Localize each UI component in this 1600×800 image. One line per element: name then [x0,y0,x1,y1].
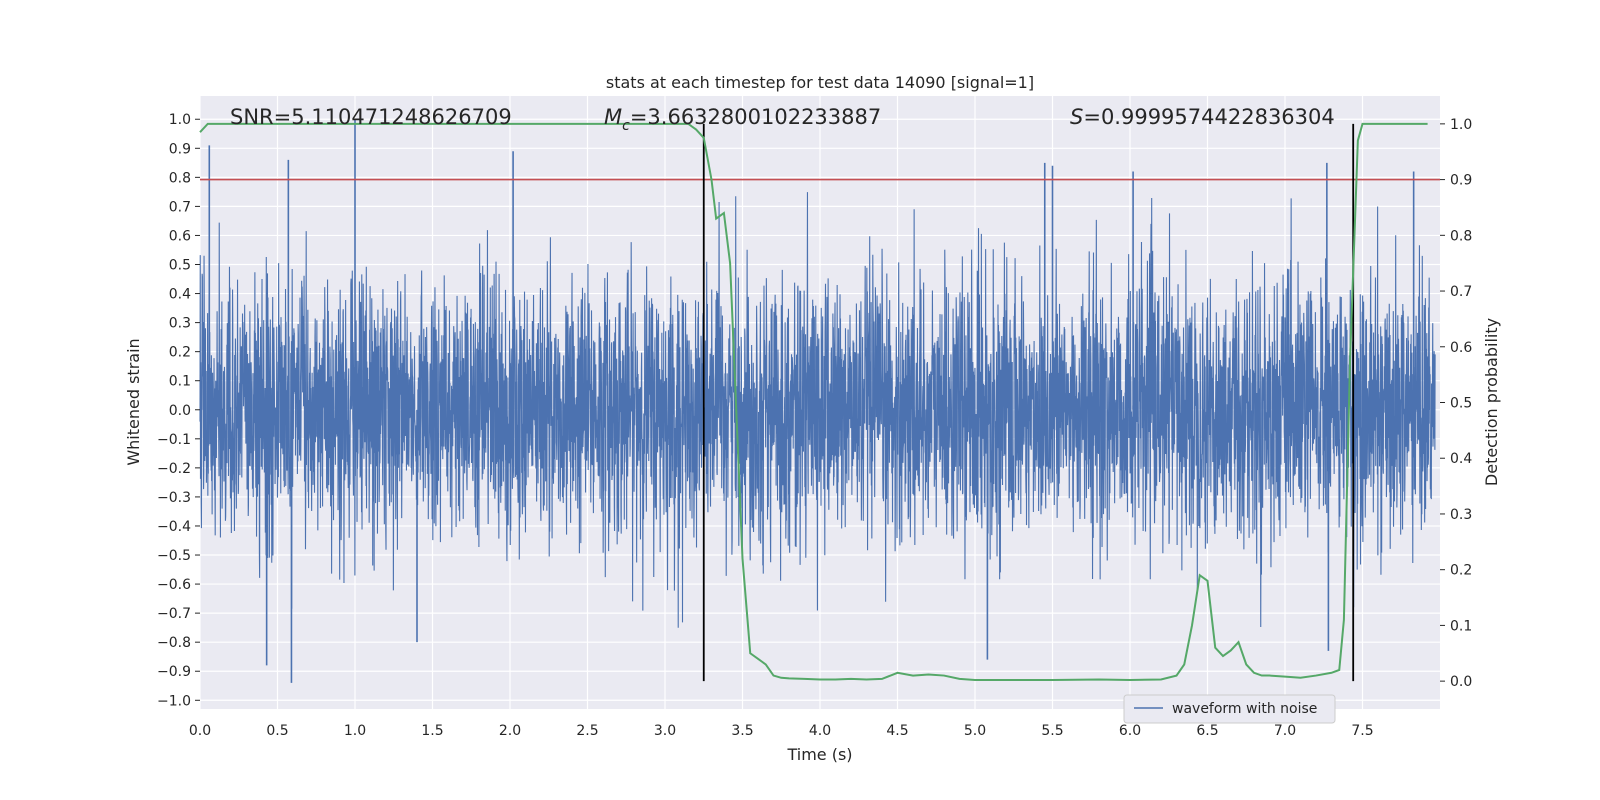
x-tick-label: 7.5 [1351,723,1373,739]
x-tick-label: 0.5 [266,723,288,739]
x-tick-label: 2.5 [576,723,598,739]
y-axis-label: Whitened strain [124,338,143,465]
s-annotation: S=0.9999574422836304 [1070,105,1335,129]
y-tick-label: 0.5 [169,258,191,274]
x-tick-label: 0.0 [189,723,211,739]
x-tick-label: 1.0 [344,723,366,739]
x-tick-label: 6.0 [1119,723,1141,739]
mc-annotation: Mc=3.6632800102233887 [604,105,881,134]
mc-subscript: c [622,118,630,134]
x-tick-label: 7.0 [1274,723,1296,739]
s-value: =0.9999574422836304 [1083,105,1334,129]
x-tick-label: 3.5 [731,723,753,739]
y-tick-label: −1.0 [157,693,191,709]
y-tick-label: 0.1 [169,374,191,390]
mc-symbol: M [604,105,622,129]
x-tick-label: 3.0 [654,723,676,739]
y-tick-label: −0.3 [157,490,191,506]
y-tick-label: 0.4 [169,287,191,303]
y-tick-label: 0.9 [169,141,191,157]
y-tick-label: 0.3 [169,316,191,332]
y-tick-label: 0.6 [169,228,191,244]
y2-tick-label: 0.2 [1450,563,1472,579]
probability-line [199,122,1428,682]
waveform-series [199,119,1436,683]
legend: waveform with noise [1123,694,1336,724]
y-tick-label: −0.6 [157,577,191,593]
y2-tick-label: 0.4 [1450,451,1472,467]
y-tick-label: −0.7 [157,606,191,622]
overlay-lines [200,123,1440,682]
y2-axis-label: Detection probability [1482,318,1501,486]
x-tick-label: 4.5 [886,723,908,739]
y2-tick-label: 0.8 [1450,228,1472,244]
y-tick-label: 0.8 [169,170,191,186]
x-tick-label: 5.5 [1041,723,1063,739]
waveform-line [199,192,1436,628]
mc-value: =3.6632800102233887 [630,105,881,129]
y-tick-label: 0.7 [169,199,191,215]
x-tick-label: 4.0 [809,723,831,739]
legend-label: waveform with noise [1172,701,1317,717]
legend-box [1123,694,1336,724]
y2-tick-label: 0.1 [1450,618,1472,634]
y-tick-label: −0.1 [157,432,191,448]
x-axis-label: Time (s) [786,745,852,764]
axes: 0.0 0.5 1.0 1.5 2.0 2.5 3.0 3.5 4.0 4.5 5.0 5.5 6.0 6… [157,112,1472,739]
y-tick-label: −0.5 [157,548,191,564]
chart-title: stats at each timestep for test data 140… [606,73,1034,92]
y2-tick-label: 1.0 [1450,117,1472,133]
y2-tick-label: 0.5 [1450,396,1472,412]
y2-tick-label: 0.0 [1450,674,1472,690]
y-tick-label: 0.2 [169,345,191,361]
y-tick-label: −0.4 [157,519,191,535]
y2-tick-label: 0.9 [1450,173,1472,189]
y-tick-label: −0.2 [157,461,191,477]
y2-tick-label: 0.6 [1450,340,1472,356]
x-tick-label: 2.0 [499,723,521,739]
x-tick-label: 1.5 [421,723,443,739]
y-tick-label: 1.0 [169,112,191,128]
snr-annotation: SNR=5.110471248626709 [230,105,512,129]
y2-tick-label: 0.7 [1450,284,1472,300]
x-tick-label: 5.0 [964,723,986,739]
y-tick-label: −0.8 [157,635,191,651]
y-tick-label: 0.0 [169,403,191,419]
probability-series [199,122,1428,682]
x-tick-label: 6.5 [1196,723,1218,739]
s-symbol: S [1070,105,1083,129]
y-tick-label: −0.9 [157,664,191,680]
y2-tick-label: 0.3 [1450,507,1472,523]
